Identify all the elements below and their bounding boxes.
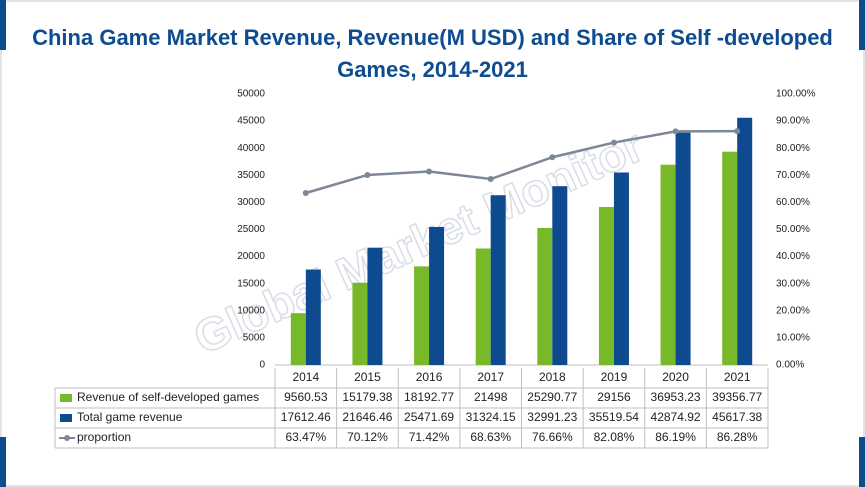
bar [352, 282, 368, 365]
y2-tick-label: 0.00% [776, 360, 804, 371]
table-cell: 86.19% [655, 430, 696, 444]
y2-tick-label: 30.00% [776, 278, 810, 289]
x-tick-label: 2016 [416, 370, 443, 384]
table-cell: 39356.77 [712, 390, 762, 404]
bar [305, 269, 321, 365]
y-tick-label: 40000 [237, 143, 265, 154]
bar [598, 206, 614, 365]
y-tick-label: 0 [259, 360, 265, 371]
table-cell: 76.66% [532, 430, 573, 444]
y2-tick-label: 90.00% [776, 116, 810, 127]
bar [660, 164, 676, 365]
marker [549, 154, 556, 161]
bar [475, 248, 491, 365]
y-tick-label: 35000 [237, 170, 265, 181]
bar [722, 151, 738, 365]
bar [414, 266, 430, 365]
x-tick-label: 2021 [724, 370, 751, 384]
table-cell: 86.28% [717, 430, 758, 444]
marker [734, 128, 741, 135]
marker [302, 189, 309, 196]
y2-tick-label: 80.00% [776, 143, 810, 154]
table-cell: 68.63% [470, 430, 511, 444]
table-cell: 17612.46 [281, 410, 331, 424]
table-cell: 70.12% [347, 430, 388, 444]
legend-swatch [60, 394, 72, 402]
table-cell: 25471.69 [404, 410, 454, 424]
y-tick-label: 30000 [237, 197, 265, 208]
x-tick-label: 2014 [292, 370, 319, 384]
table-cell: 31324.15 [466, 410, 516, 424]
chart-title: China Game Market Revenue, Revenue(M USD… [32, 25, 833, 82]
table-cell: 9560.53 [284, 390, 328, 404]
table-cell: 35519.54 [589, 410, 639, 424]
corner [859, 437, 865, 487]
marker [426, 168, 433, 175]
table-cell: 32991.23 [527, 410, 577, 424]
table-cell: 15179.38 [342, 390, 392, 404]
legend-label: Total game revenue [77, 410, 183, 424]
bar [290, 313, 306, 365]
bar [737, 117, 753, 365]
table-cell: 63.47% [285, 430, 326, 444]
bar [367, 247, 383, 365]
y2-tick-label: 40.00% [776, 251, 810, 262]
table-cell: 25290.77 [527, 390, 577, 404]
legend-label: Revenue of self-developed games [77, 390, 259, 404]
bar [429, 226, 445, 365]
corner [859, 0, 865, 50]
table-cell: 71.42% [409, 430, 450, 444]
table-cell: 42874.92 [651, 410, 701, 424]
marker [364, 171, 371, 178]
corner [0, 437, 6, 487]
table-cell: 21498 [474, 390, 508, 404]
marker [672, 128, 679, 135]
y2-tick-label: 20.00% [776, 305, 810, 316]
table-cell: 82.08% [594, 430, 635, 444]
y2-tick-label: 10.00% [776, 333, 810, 344]
marker [487, 176, 494, 183]
bar [613, 172, 629, 365]
bar [552, 186, 568, 365]
bar [490, 195, 506, 365]
y2-tick-label: 100.00% [776, 89, 816, 100]
legend-label: proportion [77, 430, 131, 444]
table-cell: 29156 [597, 390, 631, 404]
y-tick-label: 10000 [237, 305, 265, 316]
x-tick-label: 2019 [601, 370, 628, 384]
x-tick-label: 2018 [539, 370, 566, 384]
legend-swatch [64, 435, 70, 441]
table-cell: 18192.77 [404, 390, 454, 404]
marker [610, 139, 617, 146]
x-tick-label: 2017 [477, 370, 504, 384]
corner [0, 0, 6, 50]
table-cell: 45617.38 [712, 410, 762, 424]
line [305, 129, 738, 195]
table-cell: 36953.23 [651, 390, 701, 404]
y2-tick-label: 60.00% [776, 197, 810, 208]
x-tick-label: 2015 [354, 370, 381, 384]
y-tick-label: 25000 [237, 224, 265, 235]
y-tick-label: 20000 [237, 251, 265, 262]
bar [537, 227, 553, 365]
bar [675, 132, 691, 365]
y2-tick-label: 50.00% [776, 224, 810, 235]
y-tick-label: 50000 [237, 89, 265, 100]
legend-swatch [60, 414, 72, 422]
y-tick-label: 15000 [237, 278, 265, 289]
x-tick-label: 2020 [662, 370, 689, 384]
y2-tick-label: 70.00% [776, 170, 810, 181]
y-tick-label: 5000 [243, 333, 266, 344]
y-tick-label: 45000 [237, 116, 265, 127]
table-cell: 21646.46 [342, 410, 392, 424]
